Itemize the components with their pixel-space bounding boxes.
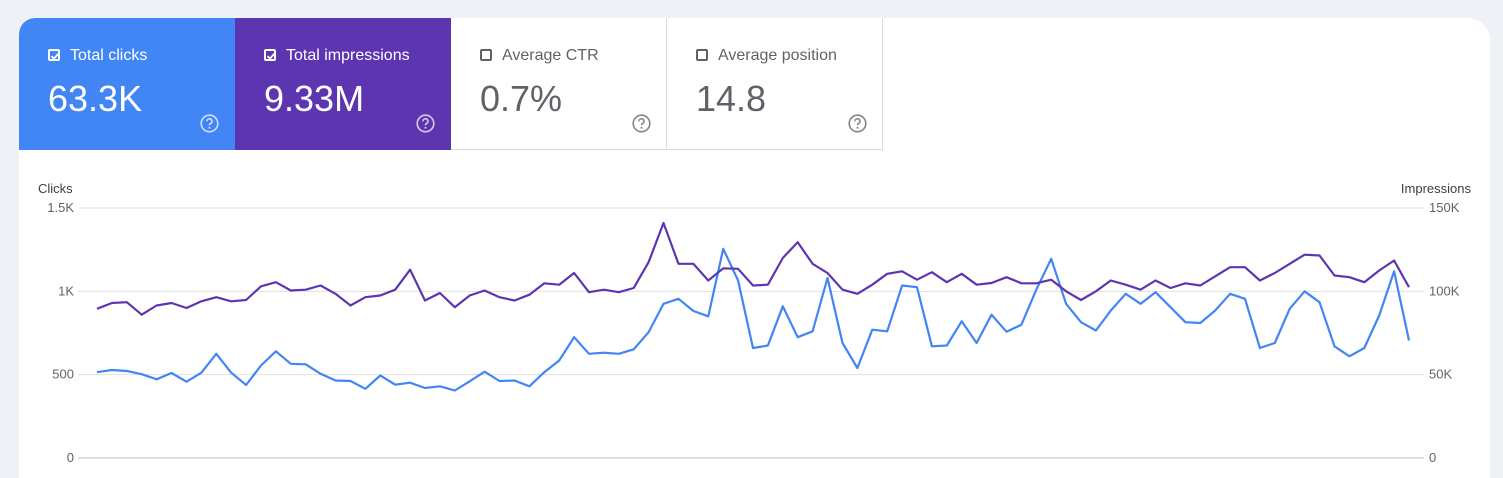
checkbox-unchecked-icon[interactable] bbox=[480, 49, 492, 61]
clicks-series-line bbox=[96, 247, 1411, 392]
metric-value: 0.7% bbox=[480, 78, 563, 119]
help-circle-icon[interactable] bbox=[632, 114, 651, 133]
metric-label: Average CTR bbox=[502, 47, 599, 64]
metric-label: Average position bbox=[718, 47, 837, 64]
y-right-tick-label: 0 bbox=[1429, 450, 1436, 465]
performance-card: Total clicks 63.3K Total impressions 9.3… bbox=[19, 18, 1490, 478]
metric-tile-total-clicks[interactable]: Total clicks 63.3K bbox=[19, 18, 235, 150]
metric-tile-average-ctr[interactable]: Average CTR 0.7% bbox=[451, 18, 667, 150]
y-right-tick-label: 100K bbox=[1429, 283, 1460, 298]
checkbox-checked-icon[interactable] bbox=[264, 49, 276, 61]
help-circle-icon[interactable] bbox=[200, 114, 219, 133]
metric-tile-average-position[interactable]: Average position 14.8 bbox=[667, 18, 883, 150]
performance-chart: 0 0 500 50K 1K 100K 1.5K 150K bbox=[47, 200, 1460, 465]
y-right-tick-label: 150K bbox=[1429, 200, 1460, 215]
y-right-tick-label: 50K bbox=[1429, 367, 1452, 382]
help-circle-icon[interactable] bbox=[416, 114, 435, 133]
y-left-tick-label: 500 bbox=[52, 367, 74, 382]
y-left-tick-label: 0 bbox=[67, 450, 74, 465]
metric-tiles: Total clicks 63.3K Total impressions 9.3… bbox=[19, 18, 883, 150]
y-right-axis-title: Impressions bbox=[1400, 181, 1471, 196]
metric-value: 14.8 bbox=[696, 78, 767, 119]
metric-label: Total clicks bbox=[70, 47, 148, 64]
metric-value: 9.33M bbox=[264, 78, 365, 119]
metric-value: 63.3K bbox=[48, 78, 143, 119]
metric-tile-total-impressions[interactable]: Total impressions 9.33M bbox=[235, 18, 451, 150]
metric-label: Total impressions bbox=[286, 47, 410, 64]
y-left-axis-title: Clicks bbox=[38, 181, 73, 196]
impressions-series-line bbox=[96, 221, 1410, 316]
y-left-tick-label: 1K bbox=[58, 283, 74, 298]
y-left-tick-label: 1.5K bbox=[47, 200, 74, 215]
help-circle-icon[interactable] bbox=[848, 114, 867, 133]
checkbox-unchecked-icon[interactable] bbox=[696, 49, 708, 61]
checkbox-checked-icon[interactable] bbox=[48, 49, 60, 61]
